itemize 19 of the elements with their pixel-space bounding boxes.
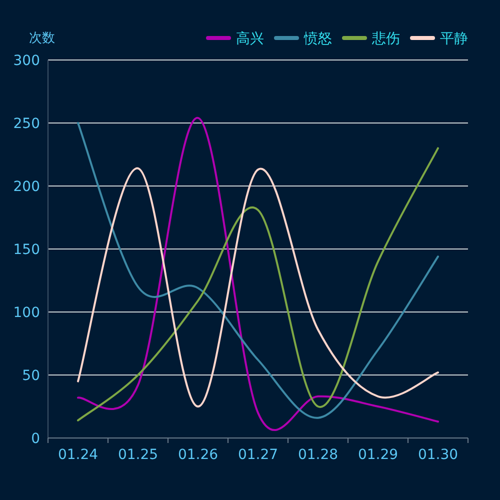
legend-label: 悲伤	[371, 31, 400, 47]
y-tick-label: 300	[13, 53, 40, 69]
x-tick-label: 01.26	[178, 447, 218, 463]
y-axis-title: 次数	[29, 31, 55, 46]
x-tick-label: 01.25	[118, 447, 158, 463]
x-tick-label: 01.30	[418, 447, 458, 463]
x-tick-label: 01.27	[238, 447, 278, 463]
legend-label: 平静	[440, 31, 468, 47]
y-tick-label: 50	[22, 368, 40, 384]
y-tick-label: 100	[13, 305, 40, 321]
y-tick-label: 250	[13, 116, 40, 132]
x-tick-label: 01.29	[358, 447, 398, 463]
x-tick-label: 01.24	[58, 447, 98, 463]
y-tick-label: 0	[31, 431, 40, 447]
x-tick-label: 01.28	[298, 447, 338, 463]
y-tick-label: 200	[13, 179, 40, 195]
legend-label: 高兴	[236, 31, 264, 47]
y-tick-label: 150	[13, 242, 40, 258]
legend-label: 愤怒	[303, 31, 332, 47]
